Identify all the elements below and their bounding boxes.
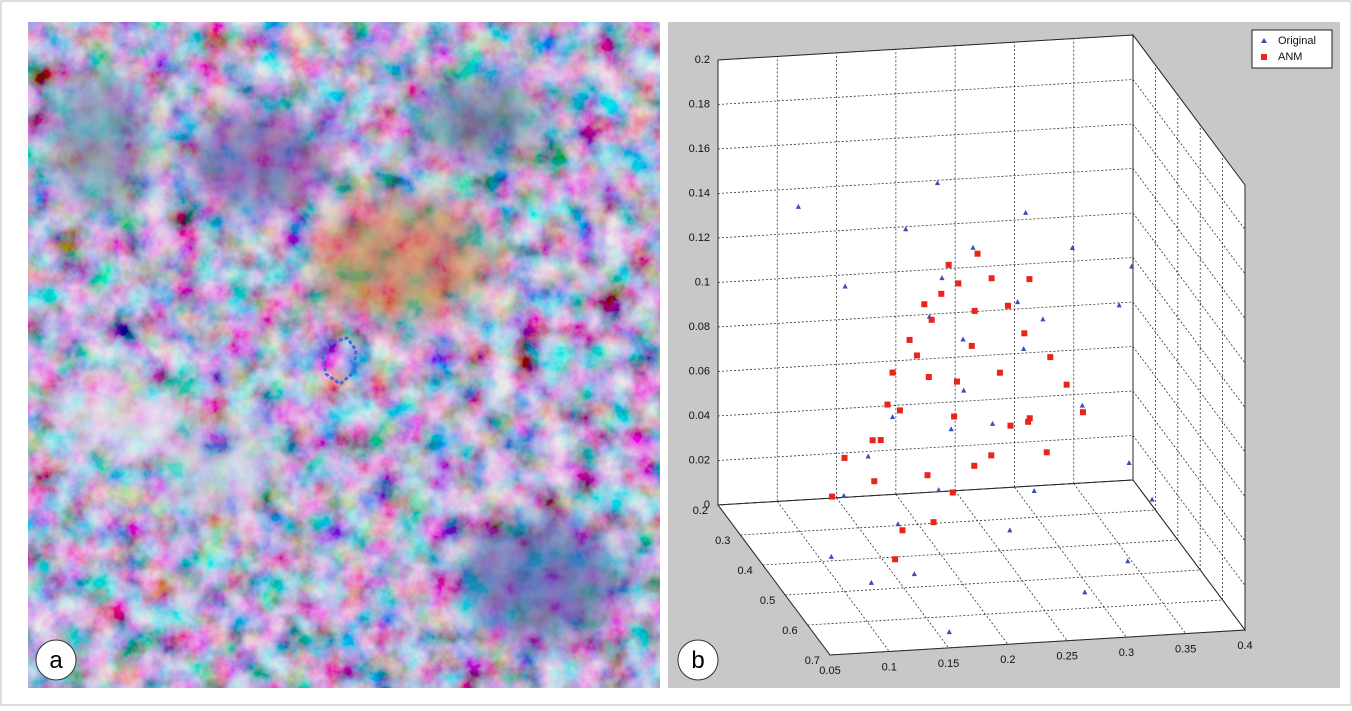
z-tick-label: 0.1 [695,276,710,288]
wall [718,35,1133,505]
x-tick-label: 0.1 [882,661,897,673]
z-tick-label: 0.08 [689,321,710,333]
point [955,280,961,286]
point [951,414,957,420]
point [926,374,932,380]
x-tick-label: 0.15 [938,658,959,670]
point [950,489,956,495]
z-tick-label: 0.02 [689,454,710,466]
z-tick-label: 0.12 [689,232,710,244]
point [1080,409,1086,415]
panel-label: a [49,647,63,674]
point [1064,382,1070,388]
point [897,407,903,413]
point [899,527,905,533]
z-tick-label: 0.04 [689,410,710,422]
point [871,478,877,484]
point [1026,276,1032,282]
point [892,556,898,562]
y-tick-label: 0.5 [760,595,775,607]
point [1021,330,1027,336]
point [946,262,952,268]
panel-label: b [691,647,704,674]
y-tick-label: 0.2 [693,505,708,517]
point [921,301,927,307]
point [890,370,896,376]
x-tick-label: 0.3 [1119,647,1134,659]
z-tick-label: 0.2 [695,54,710,66]
point [914,352,920,358]
point [884,402,890,408]
point [924,472,930,478]
x-tick-label: 0.2 [1000,654,1015,666]
z-tick-label: 0.18 [689,98,710,110]
point [972,308,978,314]
point [988,452,994,458]
x-tick-label: 0.4 [1237,640,1252,652]
point [1044,449,1050,455]
figure: a 00.020.040.060.080.10.120.140.160.180.… [0,0,1352,706]
point [1047,354,1053,360]
z-tick-label: 0.16 [689,143,710,155]
legend-marker [1261,54,1267,60]
point [1005,303,1011,309]
point [1007,423,1013,429]
point [997,370,1003,376]
z-tick-label: 0.14 [689,187,710,199]
point [971,463,977,469]
point [841,455,847,461]
point [989,275,995,281]
x-tick-label: 0.05 [819,665,840,677]
legend-label: Original [1278,35,1316,47]
x-tick-label: 0.35 [1175,643,1196,655]
y-tick-label: 0.7 [805,655,820,667]
y-tick-label: 0.3 [715,535,730,547]
point [969,343,975,349]
point [907,337,913,343]
point [1025,419,1031,425]
z-tick-label: 0.06 [689,365,710,377]
page: {"image_panel": {"label": "a"}, "chart_d… [0,0,1352,706]
point [929,317,935,323]
point [975,251,981,257]
x-tick-label: 0.25 [1056,651,1077,663]
y-tick-label: 0.4 [738,565,753,577]
point [878,437,884,443]
point [938,291,944,297]
y-tick-label: 0.6 [782,625,797,637]
point [829,494,835,500]
micrograph: a [28,22,660,688]
legend-label: ANM [1278,51,1302,63]
point [954,379,960,385]
point [870,437,876,443]
point [931,519,937,525]
